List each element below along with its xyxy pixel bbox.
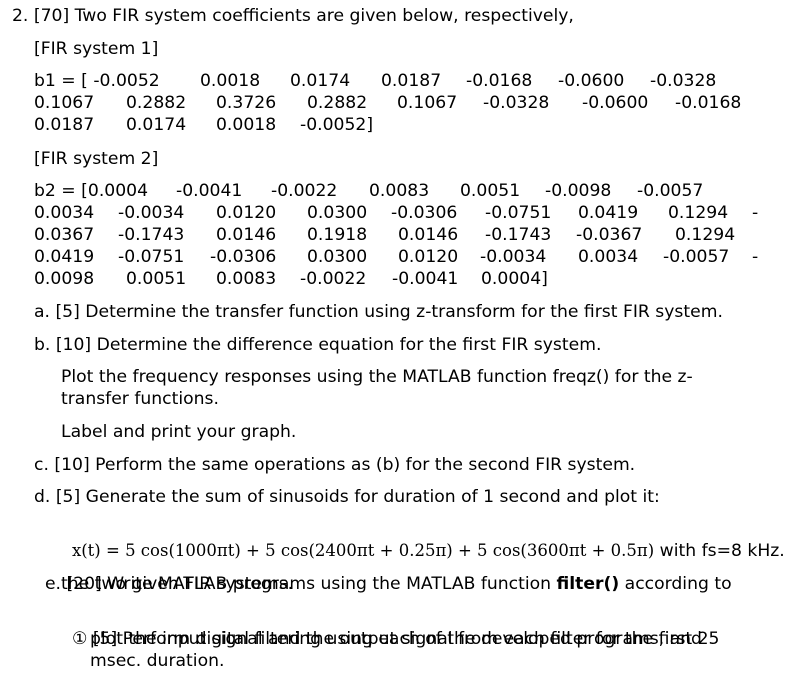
- coef: 0.0018: [216, 115, 277, 135]
- coef: -0.0057: [663, 247, 730, 267]
- sinusoid-equation: x(t) = 5 cos(1000πt) + 5 cos(2400πt + 0.…: [71, 541, 655, 560]
- sys2-row-5: 0.0098 0.0051 0.0083 -0.0022 -0.0041 0.0…: [0, 268, 802, 290]
- coef: -0.0034: [118, 203, 185, 223]
- coef: 0.0051: [126, 269, 187, 289]
- part-b-plot-line-1: Plot the frequency responses using the M…: [61, 367, 693, 387]
- coef: -0.0600: [582, 93, 649, 113]
- coef: 0.1067: [397, 93, 458, 113]
- part-a: a. [5] Determine the transfer function u…: [34, 302, 723, 322]
- sampling-rate-text: with fs=8 kHz.: [654, 541, 785, 561]
- coef: -0.0168: [675, 93, 742, 113]
- filter-function-name: filter(): [556, 574, 620, 594]
- coef: -0.0751: [485, 203, 552, 223]
- coef: b1 = [ -0.0052: [34, 71, 160, 91]
- coef: 0.0174: [290, 71, 351, 91]
- coef: 0.2882: [126, 93, 187, 113]
- coef: 0.0120: [216, 203, 277, 223]
- coef: -0.0168: [466, 71, 533, 91]
- part-e-text-end: according to: [619, 574, 732, 594]
- part-b-label: Label and print your graph.: [61, 422, 297, 442]
- problem-heading: 2. [70] Two FIR system coefficients are …: [12, 6, 574, 26]
- part-e-sub-3: msec. duration.: [90, 651, 225, 671]
- coef: 0.0083: [216, 269, 277, 289]
- part-c: c. [10] Perform the same operations as (…: [34, 455, 636, 475]
- coef: -0.0306: [391, 203, 458, 223]
- part-d: d. [5] Generate the sum of sinusoids for…: [34, 487, 660, 507]
- coef: 0.0083: [369, 181, 430, 201]
- coef: -0.0057: [637, 181, 704, 201]
- coef: 0.0120: [398, 247, 459, 267]
- coef: 0.0034: [34, 203, 95, 223]
- coef: 0.1294: [668, 203, 729, 223]
- sys2-row-4: 0.0419 -0.0751 -0.0306 0.0300 0.0120 -0.…: [0, 246, 802, 268]
- coef: -0.0600: [558, 71, 625, 91]
- part-d-equation: x(t) = 5 cos(1000πt) + 5 cos(2400πt + 0.…: [61, 518, 785, 562]
- coef: 0.3726: [216, 93, 277, 113]
- part-e-sub-1: ① [5] Perform digital filtering using ea…: [61, 606, 702, 650]
- sys1-row-2: 0.1067 0.2882 0.3726 0.2882 0.1067 -0.03…: [0, 92, 802, 114]
- coef: 0.0034: [578, 247, 639, 267]
- coef: -0.0022: [271, 181, 338, 201]
- coef: -0.0052]: [300, 115, 374, 135]
- coef: -0.0041: [176, 181, 243, 201]
- coef: -0.1743: [485, 225, 552, 245]
- coef: 0.0051: [460, 181, 521, 201]
- part-e-sub-text: [5] Perform digital filtering using each…: [92, 629, 702, 649]
- coef: -0.0328: [483, 93, 550, 113]
- sys1-row-1: b1 = [ -0.0052 0.0018 0.0174 0.0187 -0.0…: [0, 70, 802, 92]
- coef: 0.0187: [34, 115, 95, 135]
- coef: 0.0018: [200, 71, 261, 91]
- coef: 0.2882: [307, 93, 368, 113]
- coef: 0.0419: [578, 203, 639, 223]
- coef: -0.0367: [576, 225, 643, 245]
- sys1-row-3: 0.0187 0.0174 0.0018 -0.0052]: [0, 114, 802, 136]
- fir-system-1-label: [FIR system 1]: [34, 39, 159, 59]
- coef: 0.0146: [398, 225, 459, 245]
- coef: 0.0367: [34, 225, 95, 245]
- sys2-row-2: 0.0034 -0.0034 0.0120 0.0300 -0.0306 -0.…: [0, 202, 802, 224]
- part-b: b. [10] Determine the difference equatio…: [34, 335, 602, 355]
- coef: 0.1067: [34, 93, 95, 113]
- coef: 0.0419: [34, 247, 95, 267]
- coef: b2 = [0.0004: [34, 181, 149, 201]
- part-e-line-2: the two given FIR systems.: [61, 574, 294, 594]
- coef: 0.1294: [675, 225, 736, 245]
- sys2-row-1: b2 = [0.0004 -0.0041 -0.0022 0.0083 0.00…: [0, 180, 802, 202]
- part-e-sub-2: plot the input signal and the output sig…: [90, 629, 720, 649]
- part-b-plot-line-2: transfer functions.: [61, 389, 219, 409]
- part-e-text: e. [20] Write MATLAB programs using the …: [44, 574, 557, 594]
- coef: 0.0174: [126, 115, 187, 135]
- coef: 0.0300: [307, 203, 368, 223]
- sys2-row-3: 0.0367 -0.1743 0.0146 0.1918 0.0146 -0.1…: [0, 224, 802, 246]
- coef: -0.0098: [545, 181, 612, 201]
- part-e-line-1: e. [20] Write MATLAB programs using the …: [34, 551, 732, 595]
- coef: 0.0098: [34, 269, 95, 289]
- coef: -0.0022: [300, 269, 367, 289]
- coef: -0.1743: [118, 225, 185, 245]
- coef: -: [752, 203, 759, 223]
- coef: 0.0004]: [481, 269, 548, 289]
- coef: -0.0034: [480, 247, 547, 267]
- coef: -0.0306: [210, 247, 277, 267]
- circled-one-icon: ①: [71, 629, 88, 649]
- coef: 0.0300: [307, 247, 368, 267]
- coef: -0.0041: [392, 269, 459, 289]
- coef: -0.0328: [650, 71, 717, 91]
- coef: 0.0187: [381, 71, 442, 91]
- fir-system-2-label: [FIR system 2]: [34, 149, 159, 169]
- coef: -: [752, 247, 759, 267]
- coef: 0.1918: [307, 225, 368, 245]
- coef: 0.0146: [216, 225, 277, 245]
- coef: -0.0751: [118, 247, 185, 267]
